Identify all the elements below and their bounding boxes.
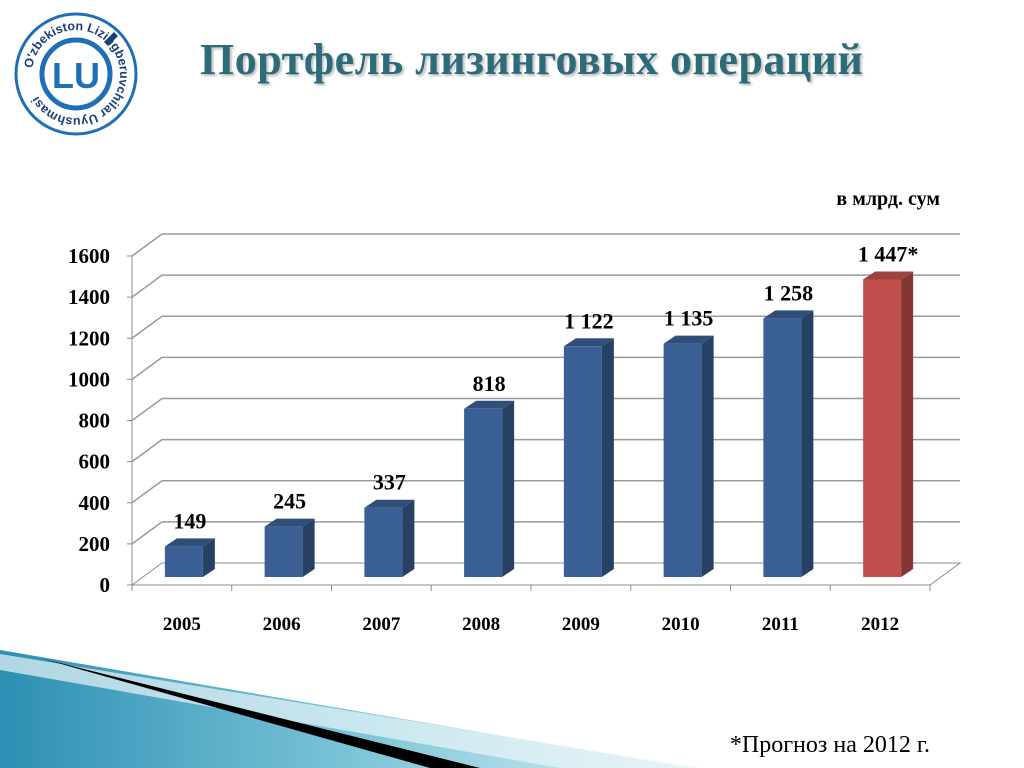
x-category-label: 2012	[861, 614, 899, 635]
bar-value-label: 149	[173, 508, 206, 533]
gridline	[131, 233, 960, 257]
x-category-label: 2007	[362, 614, 401, 635]
bar-side	[202, 538, 215, 577]
x-category-label: 2010	[662, 614, 700, 635]
chart-unit-label: в млрд. сум	[836, 188, 940, 210]
bar	[164, 546, 203, 577]
gridline	[131, 521, 960, 545]
bar-top	[863, 271, 914, 280]
bar-side	[402, 499, 415, 577]
bar-top	[164, 538, 215, 547]
gridline	[131, 315, 960, 339]
x-category-label: 2008	[462, 614, 500, 635]
page-title: Портфель лизинговых операций	[200, 35, 864, 84]
bar-top	[663, 335, 714, 344]
chart-floor	[130, 562, 962, 586]
bar-top	[364, 499, 415, 508]
bar-value-label: 337	[373, 470, 406, 495]
y-tick-label: 200	[79, 532, 111, 556]
forecast-footnote: *Прогноз на 2012 г.	[729, 732, 930, 758]
y-tick-label: 0	[100, 573, 111, 597]
x-category-label: 2005	[163, 614, 201, 635]
y-tick-label: 1200	[68, 326, 110, 350]
x-category-label: 2009	[562, 614, 600, 635]
x-category-label: 2006	[263, 614, 301, 635]
bar	[563, 346, 602, 577]
y-tick-label: 800	[79, 409, 111, 433]
bar-side	[601, 338, 614, 577]
bar-value-label: 1 122	[564, 308, 614, 333]
gridline	[131, 356, 960, 380]
y-tick-label: 1600	[68, 244, 110, 268]
bar-top	[563, 338, 614, 347]
bar	[763, 318, 802, 577]
bar-value-label: 1 447*	[858, 241, 919, 266]
bar-side	[502, 400, 515, 577]
bar-value-label: 818	[473, 371, 506, 396]
x-category-label: 2011	[762, 614, 799, 635]
logo-initials: LU	[52, 55, 100, 96]
bar-value-label: 245	[273, 489, 306, 514]
bar	[464, 408, 503, 577]
logo: O'zbekiston Lizingberuvchilar Uyushmasi …	[14, 12, 138, 136]
bar-side	[302, 518, 315, 577]
bar-top	[464, 400, 515, 409]
bar-side	[701, 335, 714, 577]
bar	[264, 526, 303, 577]
gridline	[131, 397, 960, 422]
bar-top	[264, 518, 315, 527]
gridline	[131, 480, 960, 504]
bar-value-label: 1 135	[664, 306, 714, 331]
bar	[364, 507, 403, 577]
logo-pen-mark	[104, 32, 118, 46]
bar-top	[763, 310, 814, 319]
bar	[663, 343, 702, 577]
y-tick-label: 600	[79, 450, 111, 474]
y-tick-label: 400	[79, 491, 111, 515]
bar-side	[901, 271, 914, 577]
decorative-swoosh	[0, 650, 700, 768]
y-tick-label: 1000	[68, 367, 110, 391]
bar-side	[801, 310, 814, 577]
gridline	[131, 438, 960, 463]
bar	[863, 279, 902, 577]
gridline	[131, 274, 960, 298]
bar-value-label: 1 258	[764, 280, 814, 305]
y-tick-label: 1400	[68, 285, 110, 309]
